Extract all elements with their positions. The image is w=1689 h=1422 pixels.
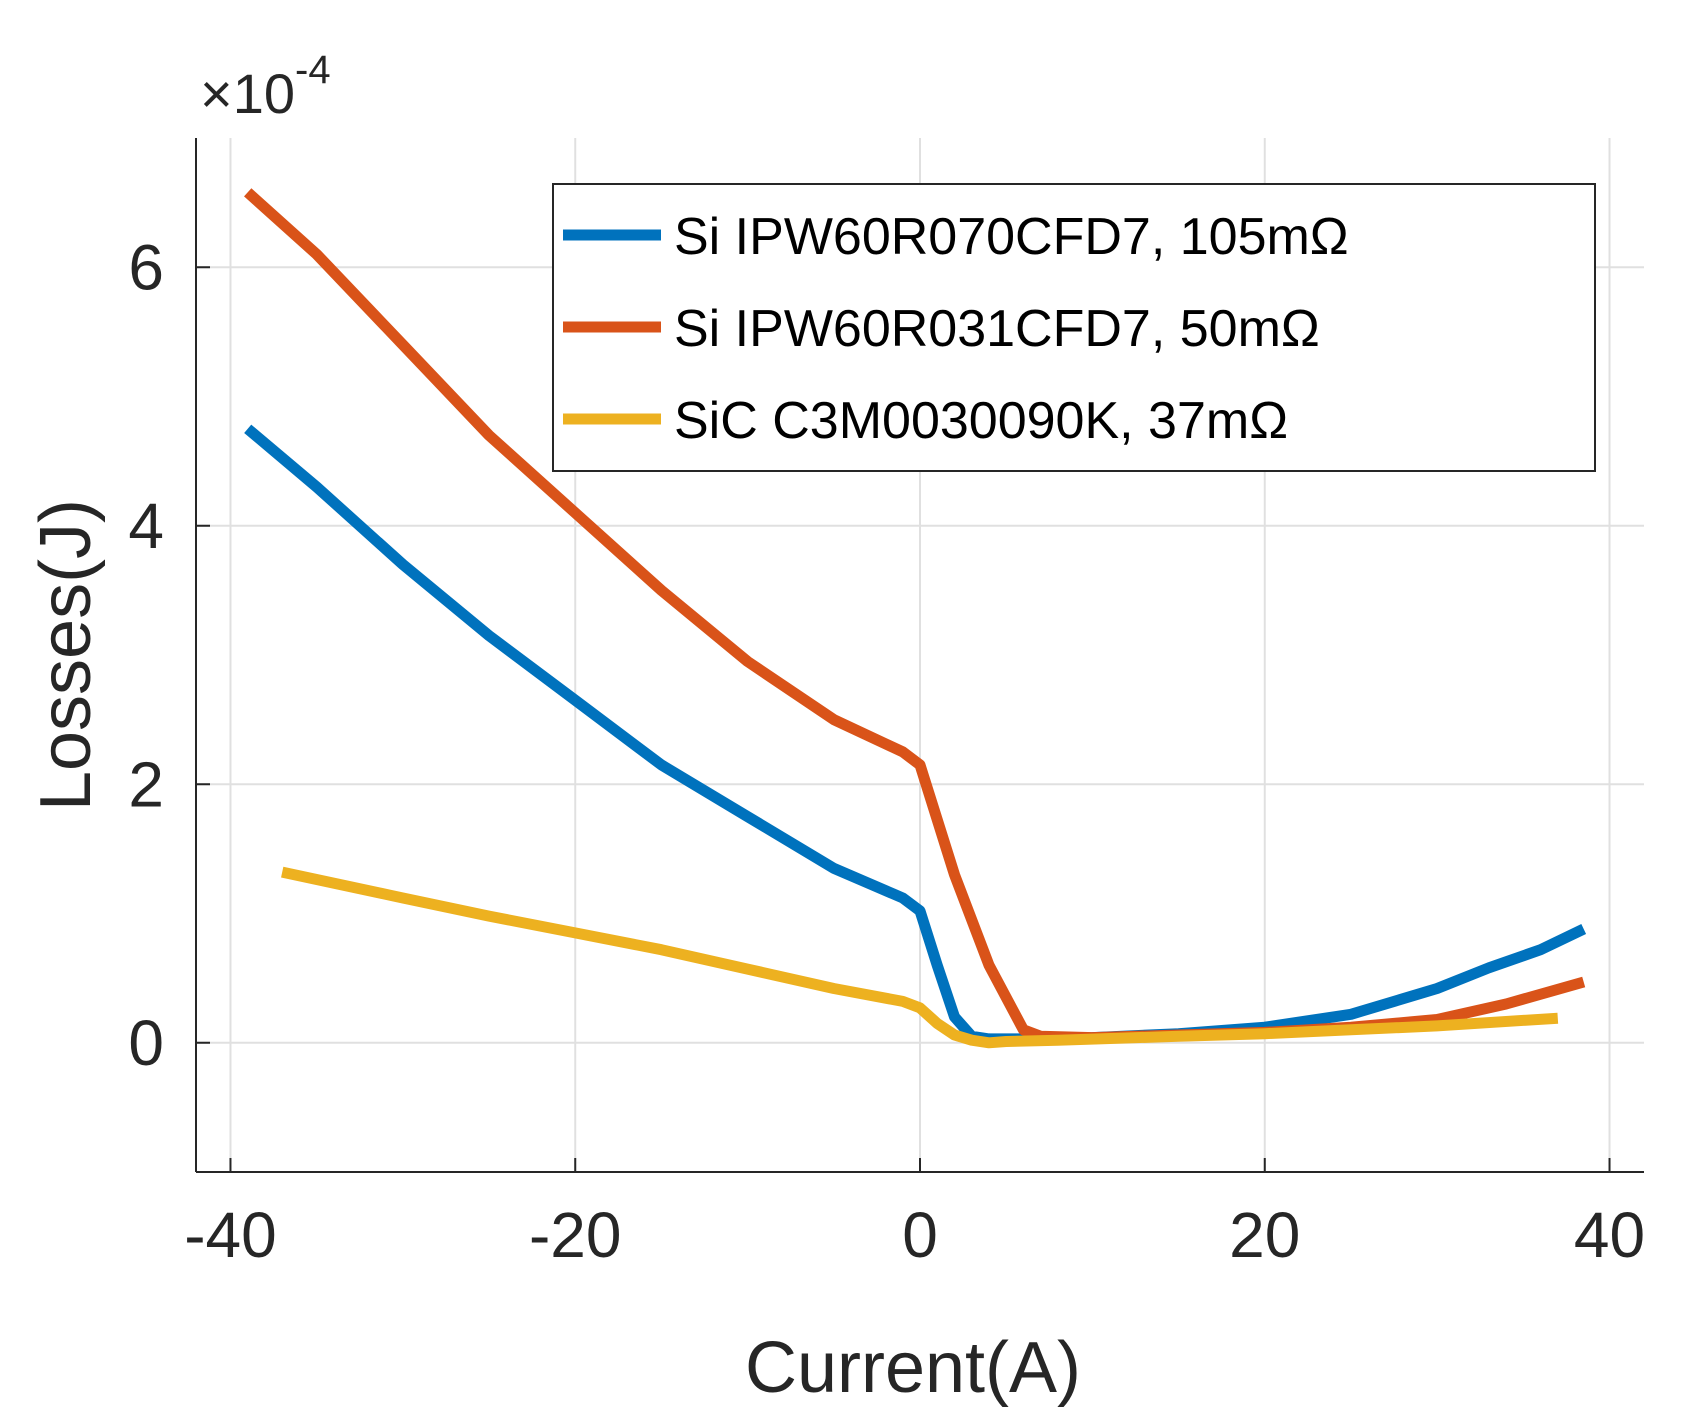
legend-label: Si IPW60R070CFD7, 105mΩ — [674, 208, 1349, 266]
x-tick-label: -40 — [184, 1199, 277, 1271]
x-tick-label: -20 — [529, 1199, 622, 1271]
x-tick-label: 0 — [902, 1199, 938, 1271]
y-tick-label: 2 — [128, 748, 164, 820]
legend-label: Si IPW60R031CFD7, 50mΩ — [674, 300, 1320, 358]
tick-labels: -40 -20 0 20 40 0 2 4 6 — [128, 231, 1645, 1271]
x-tick-label: 40 — [1574, 1199, 1645, 1271]
y-tick-label: 0 — [128, 1007, 164, 1079]
x-tick-label: 20 — [1229, 1199, 1300, 1271]
series-line-1 — [244, 424, 1587, 1045]
y-exponent-label: ×10-4 — [200, 48, 331, 125]
axes — [195, 138, 1644, 1173]
y-axis-title: Losses(J) — [26, 499, 106, 811]
y-tick-label: 6 — [128, 231, 164, 303]
legend-label: SiC C3M0030090K, 37mΩ — [674, 392, 1288, 450]
legend-box — [552, 183, 1596, 472]
x-axis-title: Current(A) — [745, 1328, 1081, 1408]
series-lines — [244, 188, 1587, 1049]
legend: Si IPW60R070CFD7, 105mΩ Si IPW60R031CFD7,… — [552, 183, 1596, 472]
y-tick-label: 4 — [128, 490, 164, 562]
series-line-3 — [281, 866, 1559, 1049]
